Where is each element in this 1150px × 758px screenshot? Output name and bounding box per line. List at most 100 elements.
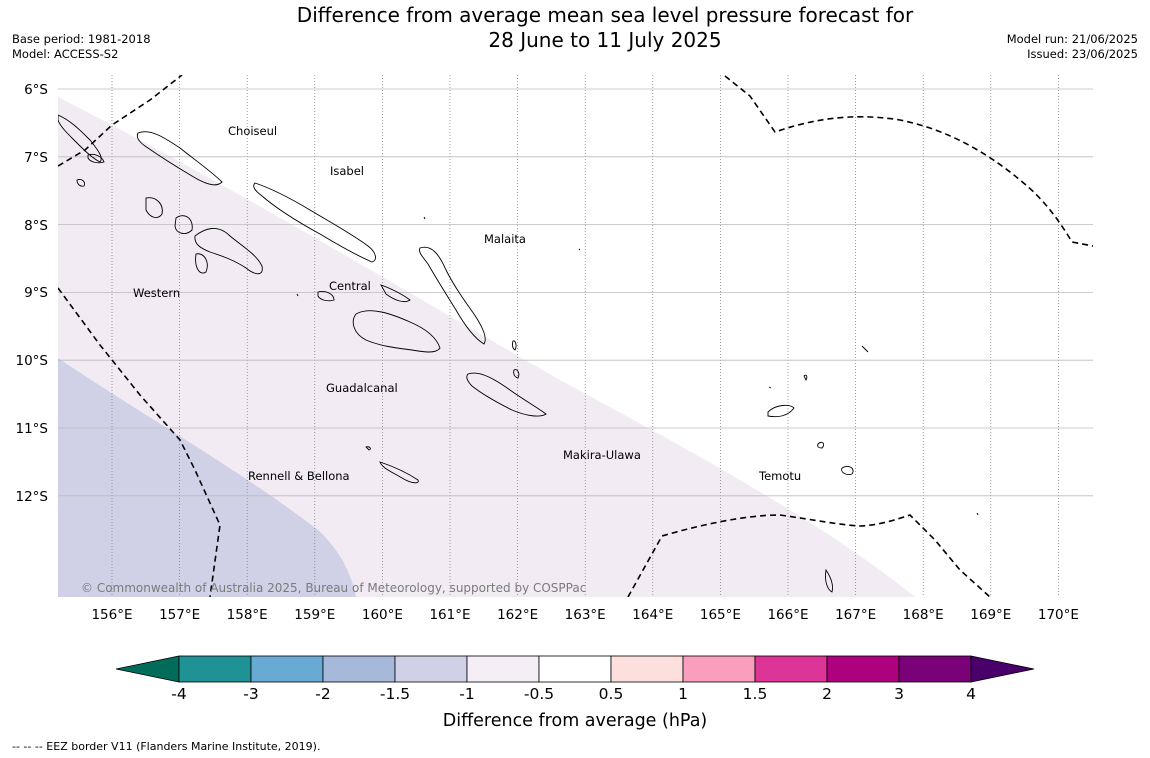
label-central: Central xyxy=(329,279,371,293)
island-reef-islands xyxy=(861,345,869,353)
island-malaita xyxy=(419,246,486,345)
colorbar-bin xyxy=(826,655,900,683)
lon-label: 167°E xyxy=(835,607,876,623)
map-copyright: © Commonwealth of Australia 2025, Bureau… xyxy=(81,581,586,595)
lon-label: 163°E xyxy=(565,607,606,623)
title-line-2: 28 June to 11 July 2025 xyxy=(488,28,722,52)
map-area: © Commonwealth of Australia 2025, Bureau… xyxy=(58,75,1093,597)
colorbar-tick: 2 xyxy=(822,685,832,703)
title-line-1: Difference from average mean sea level p… xyxy=(296,3,914,27)
lon-label: 157°E xyxy=(159,607,200,623)
lon-label: 159°E xyxy=(294,607,335,623)
label-temotu: Temotu xyxy=(758,469,801,483)
colorbar-bins xyxy=(178,655,972,683)
island-dot-3 xyxy=(296,293,299,297)
lon-label: 168°E xyxy=(903,607,944,623)
island-bougainville xyxy=(58,114,102,163)
lon-label: 169°E xyxy=(970,607,1011,623)
colorbar-tick: -1 xyxy=(459,685,474,703)
model-name: Model: ACCESS-S2 xyxy=(12,47,119,61)
island-dot-2 xyxy=(578,248,581,251)
island-ulawa xyxy=(513,369,520,379)
island-dot-5 xyxy=(976,512,979,516)
lat-label-8s: 8°S xyxy=(24,218,48,234)
colorbar-tick: -2 xyxy=(315,685,330,703)
longitude-labels: 156°E 157°E 158°E 159°E 160°E 161°E 162°E 163°E… xyxy=(91,607,1078,623)
island-kolombangara xyxy=(174,215,193,234)
run-info: Model run: 21/06/2025 Issued: 23/06/2025 xyxy=(1007,32,1138,62)
island-guadalcanal xyxy=(352,310,441,353)
model-info: Base period: 1981-2018 Model: ACCESS-S2 xyxy=(12,32,151,62)
colorbar-tick: -0.5 xyxy=(524,685,554,703)
lon-label: 165°E xyxy=(700,607,741,623)
label-isabel: Isabel xyxy=(330,164,364,178)
colorbar-tick: -1.5 xyxy=(380,685,410,703)
colorbar-tick: 3 xyxy=(894,685,904,703)
island-shortland xyxy=(87,153,105,164)
chart-title: Difference from average mean sea level p… xyxy=(270,3,940,53)
lat-label-12s: 12°S xyxy=(16,489,49,505)
lat-label-7s: 7°S xyxy=(24,150,48,166)
lat-label-6s: 6°S xyxy=(24,82,48,98)
label-guadalcanal: Guadalcanal xyxy=(326,381,398,395)
colorbar-tick: 1.5 xyxy=(743,685,768,703)
lat-label-10s: 10°S xyxy=(16,353,49,369)
colorbar-bin xyxy=(538,655,612,683)
island-dot-4 xyxy=(768,386,772,389)
island-outlines xyxy=(58,114,979,593)
label-rennell-bellona: Rennell & Bellona xyxy=(248,469,350,483)
colorbar-tick: 0.5 xyxy=(599,685,624,703)
island-new-georgia xyxy=(194,228,263,275)
colorbar-label: Difference from average (hPa) xyxy=(443,711,708,731)
island-small-west xyxy=(76,179,85,187)
lon-label: 164°E xyxy=(632,607,673,623)
island-choiseul xyxy=(136,131,223,186)
eez-png-west xyxy=(58,287,221,597)
colorbar: -4 -3 -2 -1.5 -1 -0.5 0.5 1 1.5 2 3 4 Difference fr… xyxy=(115,655,1035,731)
lon-label: 161°E xyxy=(429,607,470,623)
colorbar-bin xyxy=(394,655,468,683)
colorbar-tick: -4 xyxy=(171,685,186,703)
province-labels: Choiseul Isabel Malaita Central Western … xyxy=(133,124,801,483)
island-florida xyxy=(317,291,335,302)
colorbar-bin xyxy=(466,655,540,683)
eez-png-north xyxy=(58,75,183,167)
eez-borders xyxy=(58,75,1093,597)
island-isabel xyxy=(253,182,376,263)
eez-vanuatu xyxy=(627,514,991,597)
label-malaita: Malaita xyxy=(484,232,526,246)
colorbar-tick: 4 xyxy=(966,685,976,703)
island-anuta xyxy=(825,568,833,593)
colorbar-bin xyxy=(610,655,684,683)
graticule xyxy=(58,75,1093,597)
issued-date: Issued: 23/06/2025 xyxy=(1027,47,1138,61)
island-rendova xyxy=(195,253,208,274)
base-period: Base period: 1981-2018 xyxy=(12,32,151,46)
label-choiseul: Choiseul xyxy=(228,124,277,138)
colorbar-low-extend xyxy=(115,655,180,683)
lon-label: 166°E xyxy=(767,607,808,623)
colorbar-high-extend xyxy=(970,655,1035,683)
model-run: Model run: 21/06/2025 xyxy=(1006,32,1138,46)
lon-label: 162°E xyxy=(497,607,538,623)
lat-label-9s: 9°S xyxy=(24,285,48,301)
lon-label: 160°E xyxy=(362,607,403,623)
lon-label: 156°E xyxy=(91,607,132,623)
colorbar-tick: -3 xyxy=(243,685,258,703)
colorbar-tick: 1 xyxy=(678,685,688,703)
colorbar-ticks: -4 -3 -2 -1.5 -1 -0.5 0.5 1 1.5 2 3 4 xyxy=(171,685,976,703)
island-russell xyxy=(380,284,411,303)
colorbar-bin xyxy=(250,655,324,683)
island-duff xyxy=(803,374,808,382)
island-dot-1 xyxy=(423,216,426,220)
lat-label-11s: 11°S xyxy=(16,421,49,437)
island-vanikoro xyxy=(817,441,825,449)
latitude-labels: 6°S 7°S 8°S 9°S 10°S 11°S 12°S xyxy=(16,82,49,505)
island-tikopia xyxy=(841,465,854,475)
lon-label: 158°E xyxy=(227,607,268,623)
shade-minus1-to-minus05 xyxy=(58,97,915,597)
eez-legend: -- -- -- EEZ border V11 (Flanders Marine… xyxy=(12,740,321,753)
shade-minus15-to-minus1 xyxy=(58,358,356,597)
colorbar-bin xyxy=(178,655,252,683)
island-vella-lavella xyxy=(145,197,163,218)
